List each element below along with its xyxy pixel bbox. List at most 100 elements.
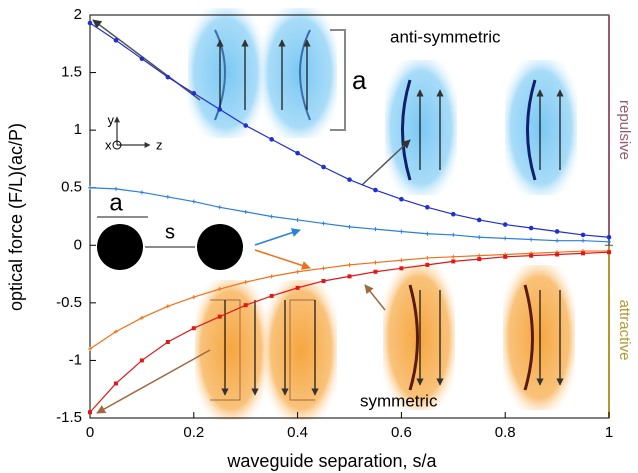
- point: [555, 229, 560, 234]
- point: [348, 263, 352, 267]
- point: [425, 205, 430, 210]
- point: [581, 239, 585, 243]
- annotation: x: [105, 137, 112, 152]
- point: [529, 226, 534, 231]
- point: [451, 233, 455, 237]
- point: [581, 251, 585, 255]
- point: [503, 222, 508, 227]
- annotation: y: [108, 112, 115, 127]
- annotation: attractive: [616, 300, 633, 361]
- point: [270, 215, 274, 219]
- y-tick-label: -0.5: [56, 294, 82, 311]
- point: [218, 315, 222, 319]
- point: [529, 254, 533, 258]
- point: [399, 197, 404, 202]
- x-tick-label: 0.8: [495, 424, 516, 441]
- point: [555, 239, 559, 243]
- annotation: s: [165, 221, 175, 243]
- point: [88, 410, 92, 414]
- y-tick-label: 0: [74, 236, 82, 253]
- point: [322, 266, 326, 270]
- point: [243, 123, 248, 128]
- point: [373, 188, 378, 193]
- point: [607, 250, 611, 254]
- y-tick-label: 1: [74, 121, 82, 138]
- point: [217, 107, 222, 112]
- point: [192, 326, 196, 330]
- point: [244, 210, 248, 214]
- point: [477, 218, 482, 223]
- point: [477, 254, 481, 258]
- point: [425, 232, 429, 236]
- point: [425, 263, 429, 267]
- field-insets: [93, 8, 577, 420]
- point: [192, 91, 197, 96]
- point: [373, 270, 377, 274]
- point: [503, 255, 507, 259]
- chart: anti-symmetric symmetric a a s x y z wav…: [0, 0, 638, 473]
- point: [296, 286, 300, 290]
- x-tick-label: 0.6: [391, 424, 412, 441]
- point: [373, 227, 377, 231]
- point: [244, 303, 248, 307]
- point: [88, 21, 93, 26]
- annotation: symmetric: [360, 391, 438, 410]
- point: [270, 294, 274, 298]
- point: [347, 177, 352, 182]
- point: [555, 252, 559, 256]
- point: [166, 340, 170, 344]
- point: [373, 261, 377, 265]
- point: [192, 295, 196, 299]
- point: [607, 235, 612, 240]
- point: [296, 218, 300, 222]
- point: [425, 256, 429, 260]
- y-tick-label: 2: [74, 6, 82, 23]
- point: [451, 259, 455, 263]
- point: [529, 238, 533, 242]
- annotation: a: [109, 189, 123, 216]
- point: [399, 266, 403, 270]
- point: [399, 258, 403, 262]
- annotation: repulsive: [616, 100, 633, 160]
- point: [114, 38, 119, 43]
- x-tick-label: 1: [605, 424, 613, 441]
- annotation: a: [352, 65, 367, 95]
- point: [607, 240, 611, 244]
- point: [451, 212, 456, 217]
- point: [218, 205, 222, 209]
- point: [477, 257, 481, 261]
- x-tick-label: 0.2: [183, 424, 204, 441]
- point: [88, 186, 92, 190]
- y-tick-label: 0.5: [61, 179, 82, 196]
- point: [477, 235, 481, 239]
- y-tick-label: -1.5: [56, 409, 82, 426]
- point: [166, 304, 170, 308]
- y-tick-label: 1.5: [61, 64, 82, 81]
- point: [348, 274, 352, 278]
- point: [114, 381, 118, 385]
- point: [296, 270, 300, 274]
- point: [166, 75, 171, 80]
- annotation: anti-symmetric: [390, 27, 501, 46]
- point: [321, 165, 326, 170]
- point: [166, 195, 170, 199]
- point: [192, 200, 196, 204]
- x-axis-label: waveguide separation, s/a: [226, 451, 437, 471]
- point: [140, 358, 144, 362]
- x-tick-label: 0: [86, 424, 94, 441]
- point: [348, 225, 352, 229]
- point: [322, 221, 326, 225]
- point: [270, 274, 274, 278]
- point: [581, 233, 586, 238]
- point: [322, 279, 326, 283]
- y-tick-label: -1: [69, 351, 82, 368]
- point: [269, 137, 274, 142]
- x-tick-label: 0.4: [287, 424, 308, 441]
- point: [295, 151, 300, 156]
- point: [140, 190, 144, 194]
- point: [503, 236, 507, 240]
- point: [451, 255, 455, 259]
- point: [399, 229, 403, 233]
- annotation: z: [156, 137, 163, 152]
- point: [140, 56, 145, 61]
